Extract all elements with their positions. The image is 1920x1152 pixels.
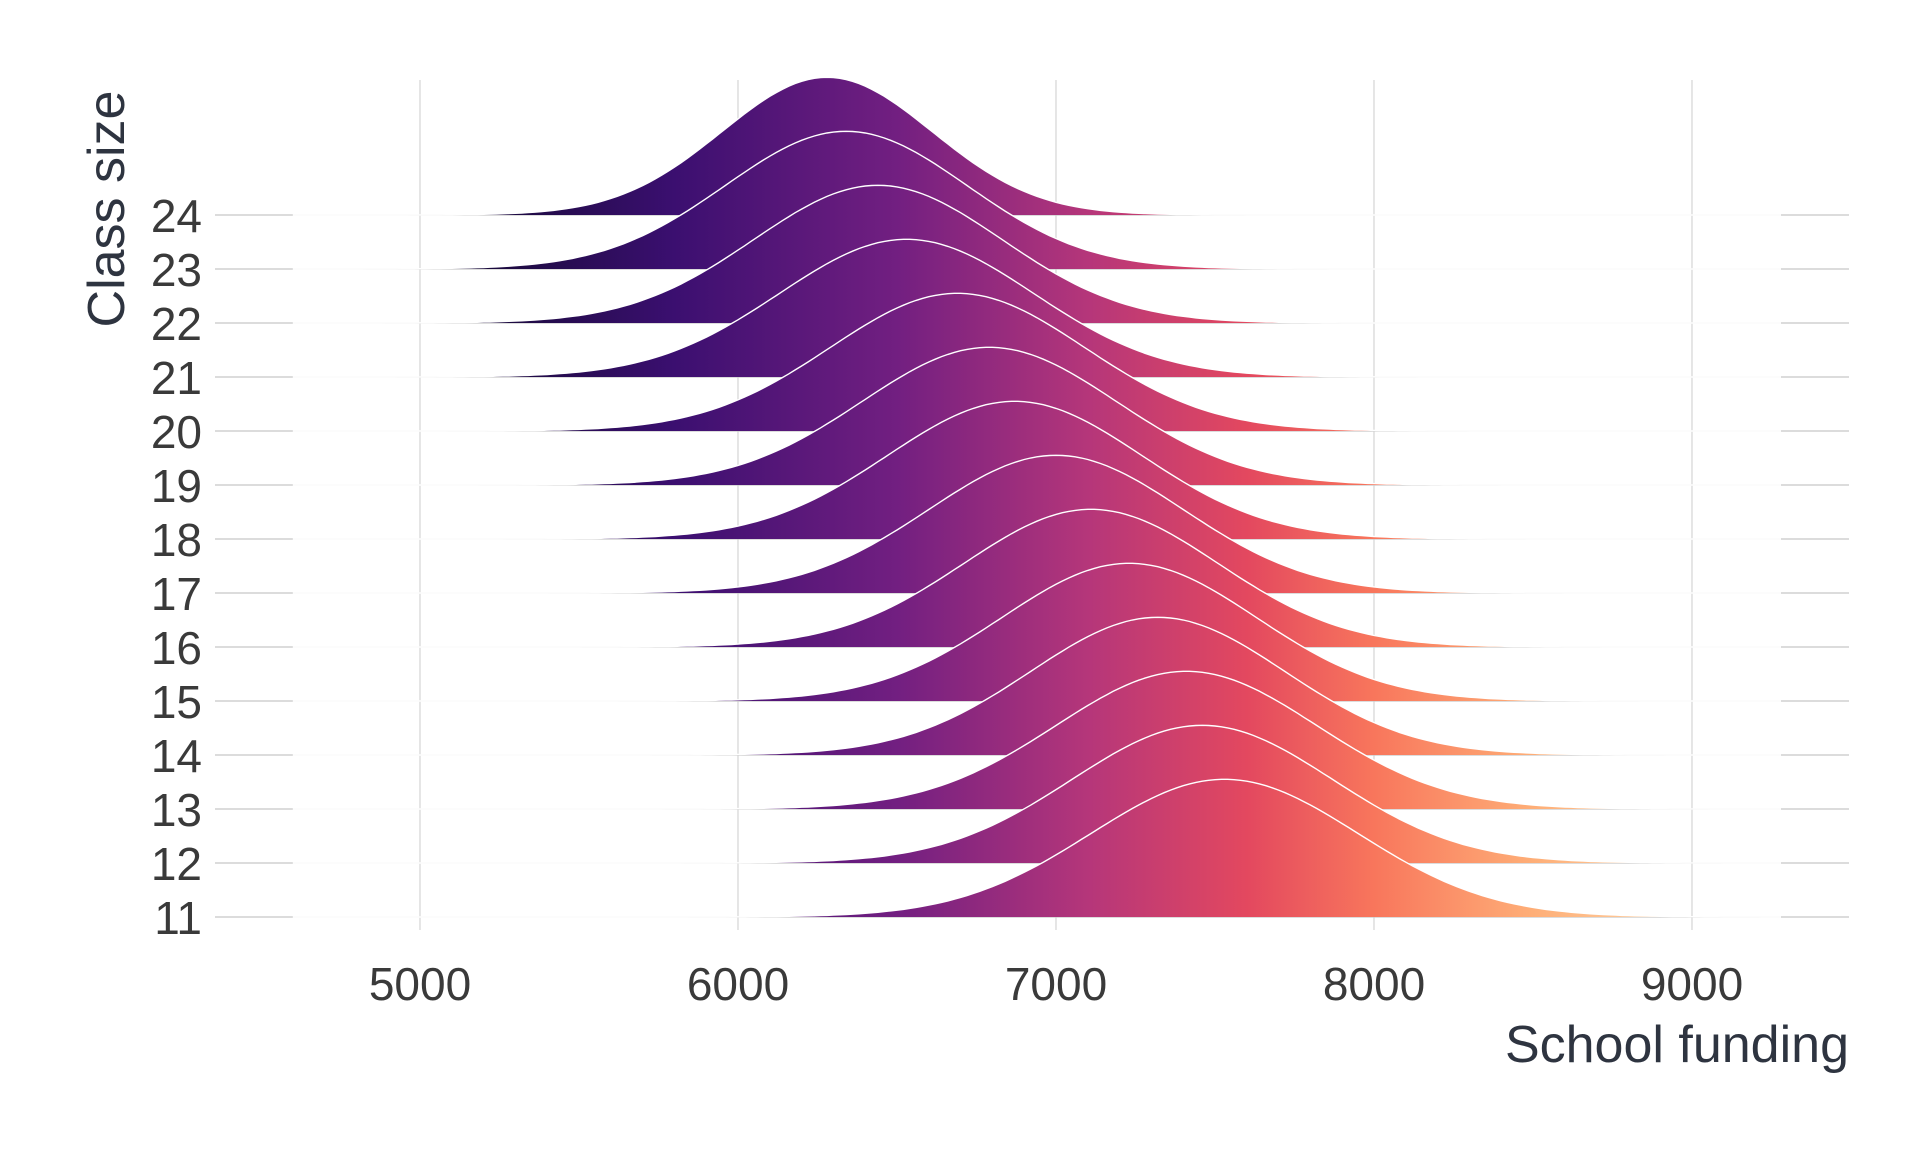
ridge-outline-18 bbox=[292, 400, 1781, 540]
ridge-outline-23 bbox=[292, 130, 1781, 270]
y-tick-label: 12 bbox=[151, 838, 202, 890]
ridge-outline-16 bbox=[292, 508, 1781, 648]
ridges bbox=[292, 76, 1782, 918]
x-tick-label: 9000 bbox=[1641, 958, 1743, 1010]
y-tick-label: 16 bbox=[151, 622, 202, 674]
ridge-area-23 bbox=[292, 131, 1782, 269]
ridge-outline-22 bbox=[292, 184, 1781, 324]
x-tick-label: 5000 bbox=[369, 958, 471, 1010]
y-tick-label: 19 bbox=[151, 460, 202, 512]
y-tick-label: 23 bbox=[151, 244, 202, 296]
y-tick-label: 14 bbox=[151, 730, 202, 782]
y-tick-label: 15 bbox=[151, 676, 202, 728]
y-tick-label: 21 bbox=[151, 352, 202, 404]
ridge-area-21 bbox=[292, 239, 1782, 377]
y-tick-label: 11 bbox=[154, 892, 202, 944]
ridge-outline-12 bbox=[292, 724, 1781, 864]
ridge-outline-15 bbox=[292, 562, 1781, 702]
ridge-area-24 bbox=[292, 77, 1782, 215]
ridge-area-13 bbox=[292, 671, 1782, 809]
y-tick-label: 13 bbox=[151, 784, 202, 836]
ridge-outline-21 bbox=[292, 238, 1781, 378]
y-tick-label: 20 bbox=[151, 406, 202, 458]
ridge-area-15 bbox=[292, 563, 1782, 701]
ridge-area-11 bbox=[292, 779, 1782, 917]
ridge-outline-11 bbox=[292, 778, 1781, 918]
x-tick-labels: 5000 6000 7000 8000 9000 bbox=[369, 958, 1743, 1010]
ridge-outline-20 bbox=[292, 292, 1781, 432]
ridge-area-12 bbox=[292, 725, 1782, 863]
y-axis-title: Class size bbox=[78, 91, 136, 328]
ridge-outline-13 bbox=[292, 670, 1781, 810]
ridge-area-16 bbox=[292, 509, 1782, 647]
ridge-outline-24 bbox=[292, 76, 1781, 216]
ridge-outline-19 bbox=[292, 346, 1781, 486]
y-tick-label: 24 bbox=[151, 190, 202, 242]
y-tick-label: 22 bbox=[151, 298, 202, 350]
ridge-area-14 bbox=[292, 617, 1782, 755]
x-axis-title: School funding bbox=[1505, 1016, 1849, 1074]
y-tick-label: 17 bbox=[151, 568, 202, 620]
x-tick-label: 7000 bbox=[1005, 958, 1107, 1010]
y-tick-label: 18 bbox=[151, 514, 202, 566]
x-tick-label: 8000 bbox=[1323, 958, 1425, 1010]
ridge-outline-14 bbox=[292, 616, 1781, 756]
ridge-outline-17 bbox=[292, 454, 1781, 594]
x-tick-label: 6000 bbox=[687, 958, 789, 1010]
